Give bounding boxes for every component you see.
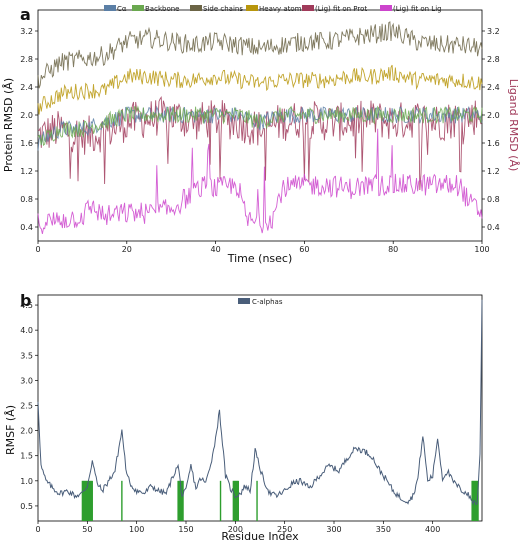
y-tick-label: 2.8 (20, 55, 33, 64)
legend-label: Cα (117, 5, 127, 13)
y-tick-label: 4.0 (20, 326, 33, 335)
y-tick-label: 2.5 (20, 401, 33, 410)
y-tick-label: 0.4 (20, 223, 33, 232)
y-tick-label-right: 2.8 (487, 55, 500, 64)
y-tick-label-right: 1.2 (487, 167, 500, 176)
panel-a-label: a (20, 5, 31, 24)
y-tick-label: 1.0 (20, 477, 33, 486)
x-tick-label: 200 (228, 525, 243, 534)
legend-swatch (246, 5, 258, 11)
series-line-c-alphas (37, 299, 483, 506)
y-tick-label: 2.0 (20, 427, 33, 436)
panel-a-legend: Cα Backbone Side chains Heavy atoms (Lig) fi… (104, 5, 442, 13)
panel-a-x-axis-title: Time (nsec) (227, 252, 293, 265)
panel-b-series-group (37, 299, 483, 506)
series-line-side-chains (37, 21, 483, 89)
panel-b-x-axis-title: Residue Index (221, 530, 299, 543)
y-tick-label-right: 2.4 (487, 83, 500, 92)
panel-b-label: b (20, 291, 31, 310)
y-tick-label-right: 2.0 (487, 111, 500, 120)
series-line-c- (37, 105, 483, 151)
x-tick-label: 100 (474, 245, 489, 254)
panel-b-rmsf-plot: b C-alphas 0 50 100 150 200 250 300 350 400 0.5 1… (4, 291, 483, 543)
y-tick-label-right: 1.6 (487, 139, 500, 148)
y-tick-label: 3.2 (20, 27, 33, 36)
y-tick-label: 1.5 (20, 452, 33, 461)
legend-label: C-alphas (252, 298, 283, 306)
series-line--lig-fit-on-lig (37, 128, 483, 234)
x-tick-label: 150 (178, 525, 193, 534)
x-tick-label: 300 (326, 525, 341, 534)
legend-label: Backbone (145, 5, 179, 13)
panel-b-x-ticks: 0 50 100 150 200 250 300 350 400 (35, 521, 440, 534)
panel-a-y-axis-title: Protein RMSD (Å) (2, 78, 15, 172)
legend-swatch (302, 5, 314, 11)
y-tick-label: 0.5 (20, 502, 33, 511)
panel-a-rmsd-plot: a Cα Backbone Side chains Heavy atoms (Lig) … (2, 5, 520, 265)
y-tick-label: 1.2 (20, 167, 33, 176)
y-tick-label-right: 0.8 (487, 195, 500, 204)
x-tick-label: 350 (376, 525, 391, 534)
x-tick-label: 250 (277, 525, 292, 534)
series-line-heavy-atoms (37, 64, 483, 115)
panel-a-y-ticks-left: 0.4 0.8 1.2 1.6 2.0 2.4 2.8 3.2 (20, 27, 38, 232)
y-tick-label: 4.5 (20, 301, 33, 310)
x-tick-label: 60 (299, 245, 309, 254)
x-tick-label: 400 (425, 525, 440, 534)
legend-label: Side chains (203, 5, 243, 13)
y-tick-label-right: 0.4 (487, 223, 500, 232)
panel-b-plot-area (37, 294, 483, 522)
legend-swatch (104, 5, 116, 11)
y-tick-label: 3.5 (20, 351, 33, 360)
y-tick-label: 1.6 (20, 139, 33, 148)
x-tick-label: 40 (211, 245, 221, 254)
x-tick-label: 80 (388, 245, 398, 254)
panel-a-x-ticks: 0 20 40 60 80 100 (35, 241, 490, 254)
y-tick-label: 0.8 (20, 195, 33, 204)
legend-label: Heavy atoms (259, 5, 306, 13)
panel-a-y-axis-title-right: Ligand RMSD (Å) (507, 79, 520, 172)
legend-label: (Lig) fit on Lig (393, 5, 442, 13)
y-tick-label: 2.0 (20, 111, 33, 120)
x-tick-label: 0 (35, 245, 40, 254)
series-line--lig-fit-on-prot (37, 95, 483, 191)
x-tick-label: 20 (122, 245, 132, 254)
legend-swatch (380, 5, 392, 11)
x-tick-label: 0 (35, 525, 40, 534)
series-line-backbone (37, 105, 483, 147)
panel-b-y-axis-title: RMSF (Å) (4, 405, 17, 455)
y-tick-label-right: 3.2 (487, 27, 500, 36)
legend-swatch (238, 298, 250, 304)
y-tick-label: 3.0 (20, 376, 33, 385)
panel-b-legend: C-alphas (238, 298, 283, 306)
legend-swatch (190, 5, 202, 11)
panel-a-y-ticks-right: 0.4 0.8 1.2 1.6 2.0 2.4 2.8 3.2 (482, 27, 500, 232)
panel-a-series-group (37, 21, 483, 234)
panel-b-y-ticks: 0.5 1.0 1.5 2.0 2.5 3.0 3.5 4.0 4.5 (20, 301, 38, 511)
x-tick-label: 100 (129, 525, 144, 534)
x-tick-label: 50 (82, 525, 92, 534)
y-tick-label: 2.4 (20, 83, 33, 92)
legend-label: (Lig) fit on Prot (315, 5, 367, 13)
legend-swatch (132, 5, 144, 11)
